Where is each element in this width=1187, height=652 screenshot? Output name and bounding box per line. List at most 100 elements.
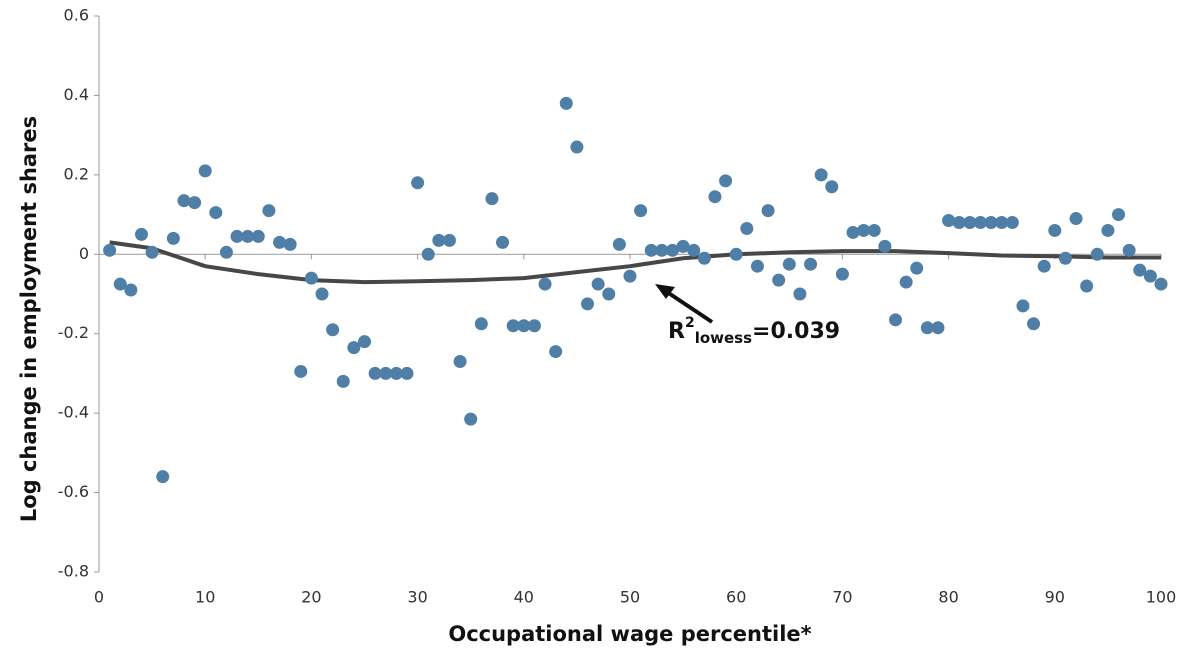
- y-tick-label: 0.4: [64, 85, 89, 104]
- point: [517, 319, 531, 333]
- point: [750, 259, 764, 273]
- point: [1101, 223, 1115, 237]
- point: [570, 140, 584, 154]
- point: [623, 269, 637, 283]
- point: [559, 96, 573, 110]
- point: [952, 216, 966, 230]
- lowess-line: [109, 240, 1161, 285]
- point: [188, 196, 202, 210]
- point: [612, 237, 626, 251]
- x-tick-label: 10: [195, 588, 215, 607]
- point: [241, 229, 255, 243]
- point: [740, 221, 754, 235]
- annotation-part: R: [668, 319, 685, 344]
- point: [283, 237, 297, 251]
- point: [814, 168, 828, 182]
- point: [697, 251, 711, 265]
- point: [506, 319, 520, 333]
- point: [251, 229, 265, 243]
- point: [899, 275, 913, 289]
- point: [358, 335, 371, 349]
- point: [464, 412, 478, 426]
- point: [793, 287, 807, 301]
- point: [474, 317, 488, 331]
- point: [1154, 277, 1168, 291]
- y-axis-label: Log change in employment shares: [17, 116, 41, 522]
- point: [389, 366, 403, 380]
- point: [1143, 269, 1157, 283]
- point: [124, 283, 138, 297]
- x-tick-label: 50: [620, 588, 640, 607]
- point: [634, 204, 648, 218]
- point: [1080, 279, 1094, 293]
- point: [708, 190, 722, 204]
- point: [782, 257, 796, 271]
- point: [581, 297, 595, 311]
- point: [804, 257, 818, 271]
- point: [1133, 263, 1147, 277]
- point: [304, 271, 318, 285]
- point: [1058, 251, 1072, 265]
- point: [166, 231, 180, 245]
- point: [761, 204, 775, 218]
- point: [825, 180, 839, 194]
- point: [177, 194, 191, 208]
- point: [846, 225, 860, 239]
- point: [676, 239, 690, 253]
- point: [326, 323, 340, 337]
- point: [347, 341, 361, 355]
- point: [379, 366, 393, 380]
- point: [273, 235, 287, 249]
- point: [315, 287, 329, 301]
- y-tick-label: 0.6: [64, 6, 89, 25]
- point: [294, 364, 308, 378]
- point: [878, 239, 892, 253]
- point: [400, 366, 414, 380]
- point: [496, 235, 510, 249]
- point: [942, 214, 956, 228]
- point: [920, 321, 934, 335]
- point: [665, 243, 679, 257]
- point: [368, 366, 382, 380]
- point: [1122, 243, 1136, 257]
- point: [984, 216, 998, 230]
- y-tick-label: 0: [79, 244, 89, 263]
- point: [772, 273, 786, 287]
- point: [963, 216, 977, 230]
- x-tick-label: 80: [938, 588, 958, 607]
- y-tick-label: -0.2: [58, 323, 89, 342]
- point: [230, 229, 244, 243]
- point: [156, 470, 170, 484]
- x-tick-label: 30: [407, 588, 427, 607]
- point: [1016, 299, 1030, 313]
- point: [527, 319, 541, 333]
- point: [219, 245, 233, 259]
- point: [655, 243, 669, 257]
- x-tick-label: 20: [301, 588, 321, 607]
- point: [687, 243, 701, 257]
- x-tick-label: 60: [726, 588, 746, 607]
- point: [145, 245, 159, 259]
- point: [644, 243, 658, 257]
- point: [538, 277, 552, 291]
- x-tick-label: 90: [1045, 588, 1065, 607]
- x-tick-label: 40: [514, 588, 534, 607]
- annotation-part: lowess: [695, 329, 752, 347]
- point: [867, 223, 881, 237]
- y-tick-label: -0.8: [58, 562, 89, 581]
- point: [973, 216, 987, 230]
- point: [591, 277, 605, 291]
- y-tick-label: 0.2: [64, 164, 89, 183]
- point: [1069, 212, 1083, 226]
- point: [1027, 317, 1041, 331]
- annotation-arrow: [655, 284, 714, 324]
- point: [421, 247, 435, 261]
- point: [857, 223, 871, 237]
- point: [442, 233, 456, 247]
- point: [602, 287, 616, 301]
- x-tick-label: 100: [1146, 588, 1177, 607]
- point: [262, 204, 276, 218]
- point: [134, 227, 148, 241]
- x-tick-label: 0: [94, 588, 104, 607]
